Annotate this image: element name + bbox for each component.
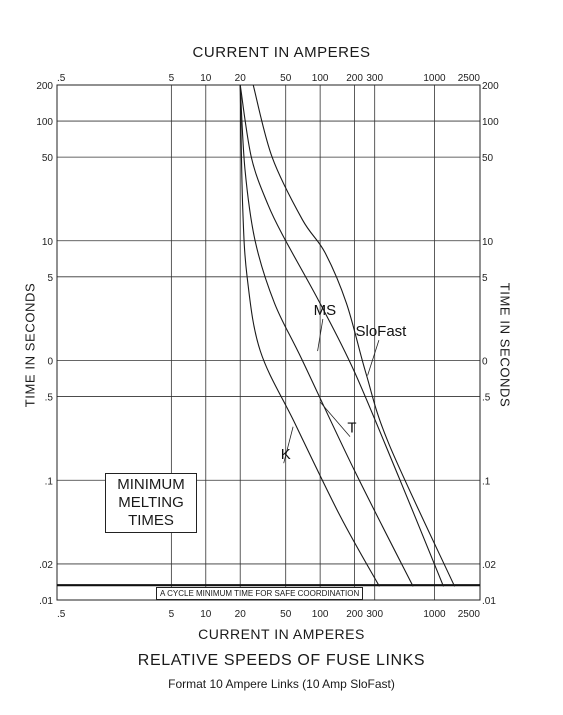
curve-slofast [252,84,456,587]
minimum-melting-times-box: MINIMUM MELTING TIMES [105,473,197,533]
cycle-reference-label: A CYCLE MINIMUM TIME FOR SAFE COORDINATI… [156,587,364,600]
y-tick-label-left: 10 [42,237,54,248]
y-tick-label-left: .02 [39,560,53,571]
left-axis-title: TIME IN SECONDS [22,282,38,408]
label-t: T [347,420,356,437]
x-tick-label-bottom: 100 [312,609,329,620]
y-tick-label-left: 5 [47,273,53,284]
y-tick-label-left: .5 [45,393,54,404]
right-axis-title: TIME IN SECONDS [497,282,513,408]
y-tick-label-right: 100 [482,117,499,128]
y-tick-label-right: 0 [482,357,488,368]
y-tick-label-right: 50 [482,153,494,164]
leader-t [319,401,351,437]
x-tick-label-top: 300 [366,73,383,84]
y-tick-label-left: 0 [47,357,53,368]
leader-ms [317,318,324,352]
x-tick-label-bottom: .5 [57,609,66,620]
y-tick-label-right: .1 [482,476,491,487]
leader-slofast [367,339,380,376]
x-tick-label-bottom: 1000 [423,609,446,620]
y-tick-label-right: .5 [482,393,491,404]
x-tick-label-bottom: 300 [366,609,383,620]
top-axis-title: CURRENT IN AMPERES [192,44,371,61]
y-tick-label-left: 50 [42,153,54,164]
x-tick-label-top: 100 [312,73,329,84]
y-tick-label-right: 5 [482,273,488,284]
box-line-2: MELTING [118,494,184,511]
bottom-axis-title: CURRENT IN AMPERES [198,626,365,642]
curve-ms [239,84,445,587]
leader-k [283,426,294,464]
y-tick-label-left: 200 [36,81,53,92]
x-tick-label-top: 1000 [423,73,446,84]
x-tick-label-bottom: 5 [169,609,175,620]
x-tick-label-bottom: 50 [280,609,292,620]
x-tick-label-top: 200 [346,73,363,84]
series-labels: MS SloFast T K [281,302,407,464]
x-tick-label-top: 10 [200,73,212,84]
series-curves [239,84,456,587]
x-tick-label-top: 20 [235,73,247,84]
label-slofast: SloFast [355,323,407,340]
x-tick-label-bottom: 10 [200,609,212,620]
chart-title: RELATIVE SPEEDS OF FUSE LINKS [137,652,426,669]
x-tick-label-bottom: 200 [346,609,363,620]
label-k: K [281,446,291,463]
curve-k [239,84,380,587]
x-tick-label-top: 5 [169,73,175,84]
y-tick-label-right: .01 [482,596,496,607]
y-tick-label-right: 200 [482,81,499,92]
label-ms: MS [314,302,337,319]
y-tick-label-left: .01 [39,596,53,607]
chart-subtitle: Format 10 Ampere Links (10 Amp SloFast) [168,677,395,691]
x-tick-label-top: .5 [57,73,66,84]
x-tick-label-top: 50 [280,73,292,84]
plot-border [56,84,481,601]
curve-t [239,84,414,587]
y-tick-label-right: 10 [482,237,494,248]
y-tick-label-left: 100 [36,117,53,128]
chart-frame [56,84,481,601]
x-tick-label-bottom: 2500 [458,609,481,620]
chart-grid [57,85,480,600]
x-tick-label-top: 2500 [458,73,481,84]
tick-labels: .5.5551010202050501001002002003003001000… [36,73,499,620]
x-tick-label-bottom: 20 [235,609,247,620]
y-tick-label-left: .1 [45,476,54,487]
box-line-1: MINIMUM [117,476,185,493]
y-tick-label-right: .02 [482,560,496,571]
box-line-3: TIMES [128,512,174,529]
